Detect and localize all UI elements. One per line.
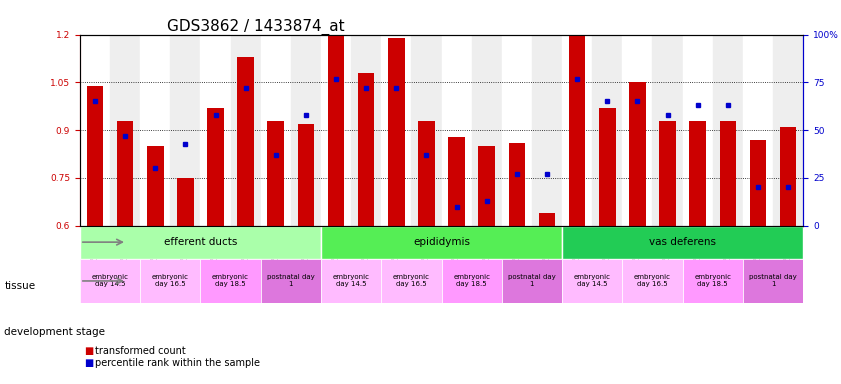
Bar [472,35,502,226]
Text: embryonic
day 18.5: embryonic day 18.5 [453,275,490,288]
Bar [291,35,321,226]
Bar [442,258,502,303]
Bar [321,226,562,258]
Bar [200,35,230,226]
Bar [502,35,532,226]
Bar [562,35,592,226]
Bar [388,38,405,226]
Bar [629,82,646,226]
Bar [117,121,134,226]
Text: postnatal day
1: postnatal day 1 [267,275,315,288]
Bar [87,86,103,226]
Bar [80,226,321,258]
Bar [200,258,261,303]
Bar [418,121,435,226]
Bar [177,178,193,226]
Bar [622,35,653,226]
Bar [411,35,442,226]
Bar [358,73,374,226]
Bar [659,121,676,226]
Bar [80,258,140,303]
Bar [569,35,585,226]
Bar [321,258,381,303]
Bar [448,136,465,226]
Text: epididymis: epididymis [413,237,470,247]
Bar [381,35,411,226]
Text: embryonic
day 16.5: embryonic day 16.5 [634,275,671,288]
Text: GDS3862 / 1433874_at: GDS3862 / 1433874_at [167,18,344,35]
Text: embryonic
day 14.5: embryonic day 14.5 [333,275,369,288]
Bar [140,258,200,303]
Bar [592,35,622,226]
Bar [773,35,803,226]
Bar [690,121,706,226]
Text: embryonic
day 16.5: embryonic day 16.5 [152,275,188,288]
Bar [653,35,683,226]
Bar [381,258,442,303]
Bar [442,35,472,226]
Bar [328,35,344,226]
Text: transformed count: transformed count [95,346,186,356]
Text: development stage: development stage [4,327,105,337]
Bar [170,35,200,226]
Bar [683,258,743,303]
Bar [599,108,616,226]
Bar [352,35,381,226]
Bar [321,35,351,226]
Bar [267,121,284,226]
Bar [562,226,803,258]
Bar [479,146,495,226]
Bar [147,146,163,226]
Bar [720,121,736,226]
Text: embryonic
day 14.5: embryonic day 14.5 [574,275,611,288]
Bar [237,57,254,226]
Text: embryonic
day 14.5: embryonic day 14.5 [92,275,129,288]
Text: percentile rank within the sample: percentile rank within the sample [95,358,260,368]
Bar [712,35,743,226]
Text: efferent ducts: efferent ducts [164,237,237,247]
Bar [207,108,224,226]
Text: vas deferens: vas deferens [649,237,717,247]
Bar [80,35,110,226]
Bar [749,140,766,226]
Bar [539,213,555,226]
Text: postnatal day
1: postnatal day 1 [508,275,556,288]
Text: embryonic
day 18.5: embryonic day 18.5 [695,275,731,288]
Text: postnatal day
1: postnatal day 1 [749,275,797,288]
Bar [683,35,712,226]
Bar [502,258,562,303]
Text: embryonic
day 16.5: embryonic day 16.5 [393,275,430,288]
Bar [743,35,773,226]
Bar [261,258,321,303]
Bar [509,143,525,226]
Text: ■: ■ [84,346,93,356]
Bar [532,35,562,226]
Bar [743,258,803,303]
Bar [562,258,622,303]
Bar [780,127,796,226]
Bar [110,35,140,226]
Text: tissue: tissue [4,281,35,291]
Bar [622,258,683,303]
Text: embryonic
day 18.5: embryonic day 18.5 [212,275,249,288]
Bar [230,35,261,226]
Bar [140,35,170,226]
Text: ■: ■ [84,358,93,368]
Bar [298,124,315,226]
Bar [261,35,291,226]
